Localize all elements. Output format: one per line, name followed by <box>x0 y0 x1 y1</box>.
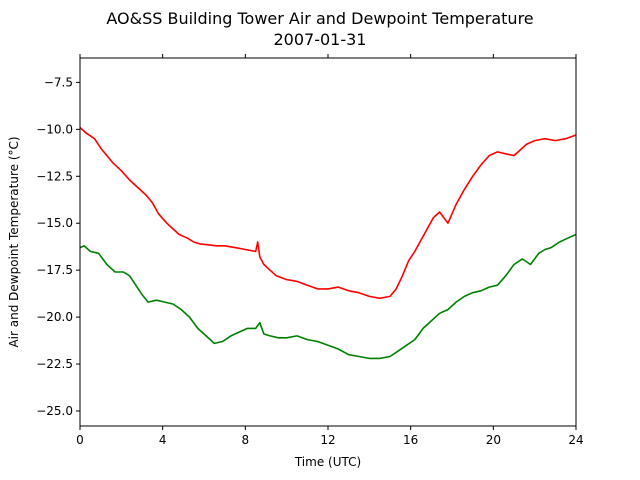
y-tick-label: −12.5 <box>36 169 73 183</box>
x-tick-label: 24 <box>568 433 583 447</box>
x-axis-label: Time (UTC) <box>294 455 361 469</box>
y-axis: −25.0 −22.5 −20.0 −17.5 −15.0 −12.5 −10.0 −7.5 <box>36 75 80 418</box>
x-tick-label: 4 <box>159 433 167 447</box>
chart-title: AO&SS Building Tower Air and Dewpoint Te… <box>106 9 533 28</box>
chart-subtitle: 2007-01-31 <box>274 30 367 49</box>
x-tick-label: 16 <box>403 433 418 447</box>
y-tick-label: −15.0 <box>36 216 73 230</box>
plot-frame <box>79 57 577 427</box>
x-tick-label: 20 <box>486 433 501 447</box>
series-line-2 <box>79 233 577 360</box>
y-tick-label: −7.5 <box>44 75 73 89</box>
y-tick-label: −10.0 <box>36 122 73 136</box>
series-layer <box>79 126 577 360</box>
y-tick-label: −25.0 <box>36 404 73 418</box>
series-line-1 <box>79 126 577 300</box>
x-tick-label: 8 <box>242 433 250 447</box>
y-axis-label: Air and Dewpoint Temperature (°C) <box>7 136 21 347</box>
x-tick-label: 12 <box>320 433 335 447</box>
y-tick-label: −20.0 <box>36 310 73 324</box>
y-tick-label: −22.5 <box>36 357 73 371</box>
x-axis: 0 4 8 12 16 20 24 <box>76 54 584 447</box>
y-tick-label: −17.5 <box>36 263 73 277</box>
x-tick-label: 0 <box>76 433 84 447</box>
